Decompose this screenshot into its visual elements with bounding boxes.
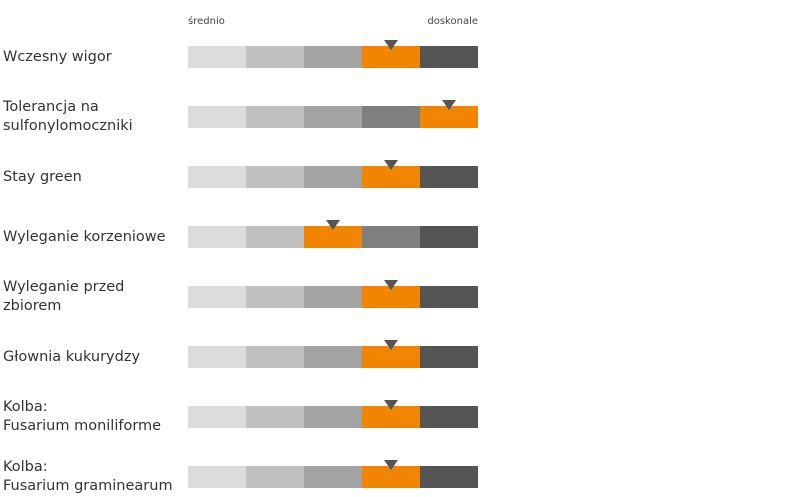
rating-bar	[188, 286, 478, 308]
trait-row: Wyleganie korzeniowe	[0, 0, 800, 248]
trait-label-line: Wczesny wigor	[3, 48, 112, 65]
rating-segment	[362, 466, 420, 488]
trait-row: Wyleganie przed zbiorem	[0, 0, 800, 314]
trait-row: Głownia kukurydzy	[0, 0, 800, 368]
rating-bar	[188, 466, 478, 488]
rating-segment	[246, 106, 304, 128]
trait-label-line: sulfonylomoczniki	[3, 118, 133, 134]
rating-segment	[362, 226, 420, 248]
rating-segment	[246, 286, 304, 308]
trait-label-line: Tolerancja na	[3, 99, 99, 115]
rating-segment	[420, 406, 478, 428]
trait-label: Stay green	[3, 168, 183, 187]
trait-label: Tolerancja na sulfonylomoczniki	[3, 98, 183, 136]
trait-label: Wczesny wigor	[3, 48, 183, 67]
rating-segment	[420, 46, 478, 68]
rating-segment	[362, 106, 420, 128]
rating-segment	[188, 166, 246, 188]
scale-label-low: średnio	[188, 16, 225, 27]
rating-segment	[188, 286, 246, 308]
rating-segment	[246, 466, 304, 488]
trait-label-line: Fusarium graminearum	[3, 478, 173, 494]
trait-label: Kolba: Fusarium moniliforme	[3, 398, 183, 436]
rating-segment	[304, 46, 362, 68]
scale-label-high: doskonale	[427, 16, 478, 27]
trait-label: Wyleganie korzeniowe	[3, 228, 183, 247]
rating-segment	[304, 286, 362, 308]
rating-segment	[420, 226, 478, 248]
rating-segment	[362, 166, 420, 188]
trait-label-line: Głownia kukurydzy	[3, 348, 141, 365]
rating-segment	[188, 106, 246, 128]
rating-segment	[188, 466, 246, 488]
rating-segment	[362, 406, 420, 428]
rating-segment	[304, 106, 362, 128]
rating-bar	[188, 106, 478, 128]
rating-segment	[304, 406, 362, 428]
rating-bar	[188, 406, 478, 428]
trait-label-line: Stay green	[3, 168, 82, 185]
trait-label-line: Kolba:	[3, 399, 48, 415]
rating-marker	[384, 160, 398, 170]
rating-segment	[188, 346, 246, 368]
rating-segment	[188, 406, 246, 428]
rating-marker	[384, 40, 398, 50]
rating-marker	[384, 280, 398, 290]
rating-segment	[304, 226, 362, 248]
rating-marker	[326, 220, 340, 230]
rating-marker	[384, 400, 398, 410]
trait-label: Kolba: Fusarium graminearum	[3, 458, 183, 496]
rating-marker	[384, 460, 398, 470]
trait-label: Wyleganie przed zbiorem	[3, 278, 183, 316]
rating-segment	[304, 166, 362, 188]
trait-label-line: Kolba:	[3, 459, 48, 475]
rating-segment	[304, 346, 362, 368]
rating-segment	[246, 346, 304, 368]
trait-row: Wczesny wigor	[0, 0, 800, 68]
trait-label-line: Fusarium moniliforme	[3, 418, 162, 434]
rating-segment	[362, 346, 420, 368]
trait-row: Stay green	[0, 0, 800, 188]
rating-segment	[246, 46, 304, 68]
rating-bar	[188, 346, 478, 368]
rating-segment	[246, 406, 304, 428]
rating-segment	[420, 166, 478, 188]
rating-segment	[420, 106, 478, 128]
rating-bar	[188, 226, 478, 248]
rating-segment	[420, 466, 478, 488]
rating-marker	[442, 100, 456, 110]
rating-segment	[362, 46, 420, 68]
trait-row: Kolba: Fusarium moniliforme	[0, 0, 800, 434]
rating-segment	[420, 286, 478, 308]
rating-segment	[362, 286, 420, 308]
trait-label-line: Wyleganie korzeniowe	[3, 228, 166, 245]
trait-label-line: Wyleganie przed	[3, 279, 125, 295]
trait-label-line: zbiorem	[3, 298, 62, 314]
rating-bar	[188, 46, 478, 68]
trait-row: Tolerancja na sulfonylomoczniki	[0, 0, 800, 134]
rating-segment	[246, 226, 304, 248]
trait-label: Głownia kukurydzy	[3, 348, 183, 367]
rating-marker	[384, 340, 398, 350]
rating-segment	[420, 346, 478, 368]
rating-segment	[246, 166, 304, 188]
rating-segment	[304, 466, 362, 488]
rating-segment	[188, 46, 246, 68]
rating-segment	[188, 226, 246, 248]
rating-bar	[188, 166, 478, 188]
